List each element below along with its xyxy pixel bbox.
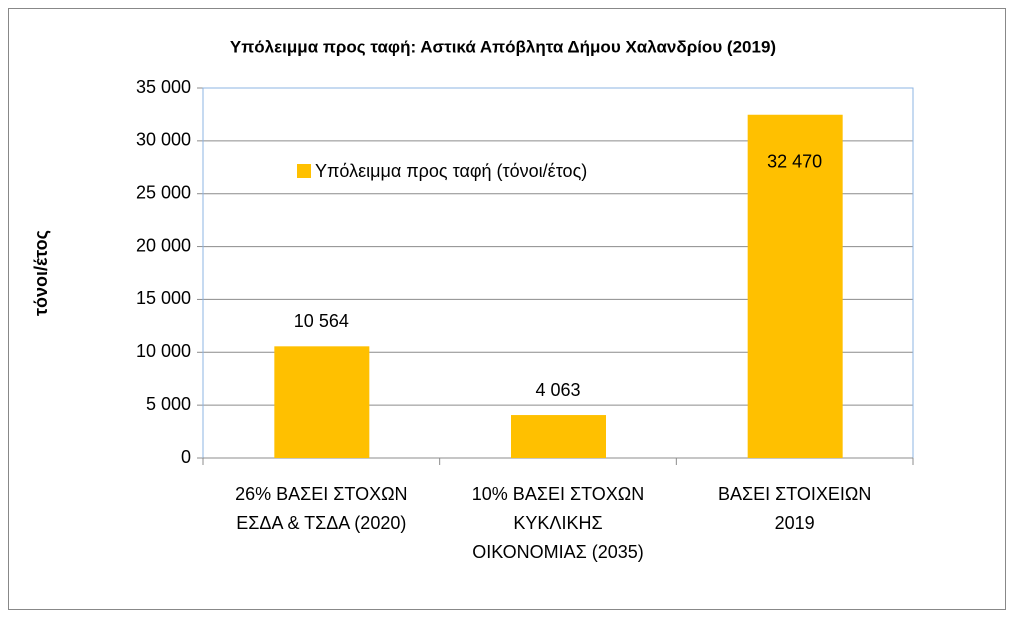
data-label: 4 063 (535, 380, 580, 400)
y-tick-label: 10 000 (136, 341, 191, 361)
y-tick-label: 30 000 (136, 130, 191, 150)
y-tick-label: 15 000 (136, 288, 191, 308)
y-tick-label: 5 000 (146, 394, 191, 414)
legend-label: Υπόλειμμα προς ταφή (τόνοι/έτος) (315, 161, 587, 181)
data-label: 10 564 (294, 311, 349, 331)
y-tick-label: 20 000 (136, 235, 191, 255)
x-tick-label: 10% ΒΑΣΕΙ ΣΤΟΧΩΝ ΚΥΚΛΙΚΗΣ ΟΙΚΟΝΟΜΙΑΣ (20… (471, 484, 645, 562)
y-tick-label: 0 (181, 447, 191, 467)
bar (274, 346, 370, 458)
y-tick-label: 35 000 (136, 77, 191, 97)
x-tick-label: 26% ΒΑΣΕΙ ΣΤΟΧΩΝ ΕΣΔΑ & ΤΣΔΑ (2020) (235, 484, 408, 533)
legend-swatch (297, 164, 311, 178)
bar (511, 415, 606, 458)
y-tick-label: 25 000 (136, 182, 191, 202)
bar (747, 114, 843, 458)
x-tick-label: ΒΑΣΕΙ ΣΤΟΙΧΕΙΩΝ 2019 (717, 484, 872, 533)
chart-title: Υπόλειμμα προς ταφή: Αστικά Απόβλητα Δήμ… (230, 37, 776, 56)
y-axis-label: τόνοι/έτος (31, 230, 51, 316)
data-label: 32 470 (767, 151, 822, 171)
